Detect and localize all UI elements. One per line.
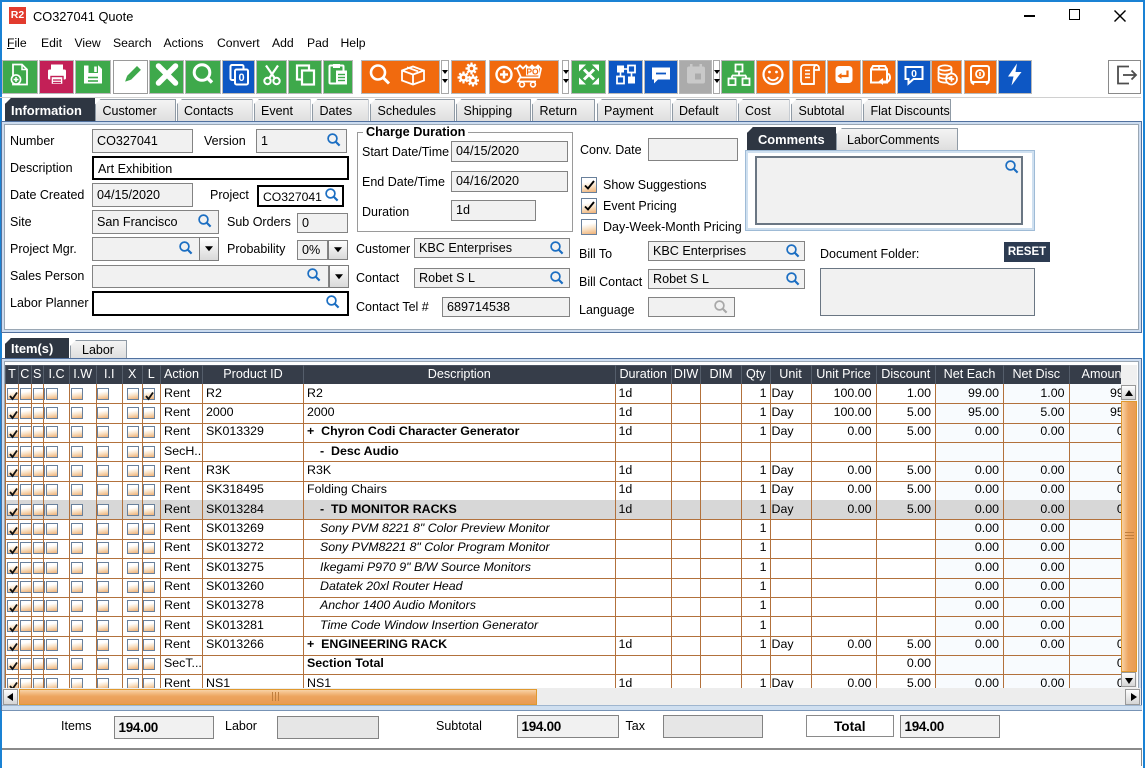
svg-text:0: 0 bbox=[238, 72, 244, 84]
svg-text:PO: PO bbox=[526, 66, 539, 76]
svg-text:0: 0 bbox=[911, 68, 917, 80]
